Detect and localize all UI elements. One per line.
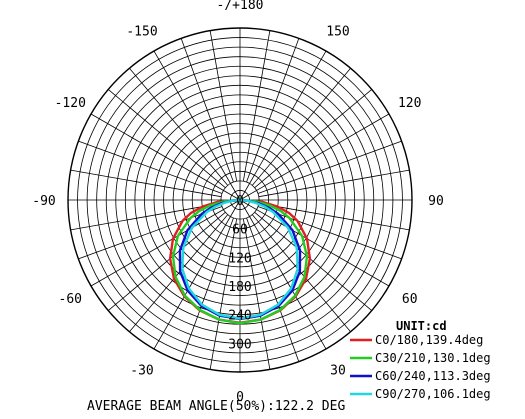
angle-tick-label: -120: [55, 96, 86, 111]
angle-tick-label: -150: [126, 24, 157, 39]
grid-spoke: [246, 217, 300, 362]
grid-spoke: [180, 217, 234, 362]
curve-c30: [171, 198, 309, 325]
intensity-curves: [168, 198, 312, 325]
grid-spoke: [78, 206, 223, 260]
grid-spoke: [239, 113, 390, 201]
angle-tick-label: -/+180: [217, 0, 264, 13]
radial-tick-label: 60: [232, 223, 248, 238]
grid-spoke: [90, 113, 241, 201]
grid-spoke: [246, 38, 300, 183]
angle-tick-label: 120: [398, 96, 421, 111]
radial-tick-label: 240: [228, 309, 251, 324]
radial-tick-labels: 0 60 120 180 240 300: [228, 194, 251, 352]
grid-spoke: [153, 50, 241, 201]
grid-spoke: [254, 89, 373, 189]
grid-spoke: [257, 206, 402, 260]
curve-c90: [181, 198, 299, 320]
angle-tick-label: 90: [428, 194, 444, 209]
grid-spoke: [254, 211, 373, 311]
angle-tick-label: -60: [59, 292, 82, 307]
grid-spoke: [129, 214, 229, 333]
grid-spoke: [209, 30, 238, 182]
grid-spoke: [180, 38, 234, 183]
angle-tick-labels: 0 30 -30 60 -60 90 -90 120 -120 150 -150 -/+180: [32, 0, 444, 405]
grid-spoke: [239, 199, 327, 350]
grid-spoke: [70, 169, 222, 198]
angle-tick-label: -90: [32, 194, 55, 209]
grid-spoke: [257, 140, 402, 194]
radial-tick-label: 180: [228, 280, 251, 295]
polar-grid: [67, 27, 413, 373]
legend: C0/180,139.4deg C30/210,130.1deg C60/240,1…: [350, 333, 491, 401]
legend-entry: C60/240,113.3deg: [375, 369, 491, 383]
unit-label: UNIT:cd: [396, 319, 447, 333]
grid-spoke: [239, 199, 390, 287]
grid-spoke: [209, 218, 238, 370]
angle-tick-label: 150: [326, 24, 349, 39]
radial-tick-label: 120: [228, 251, 251, 266]
grid-spoke: [251, 67, 351, 186]
legend-entry: C0/180,139.4deg: [375, 333, 483, 347]
legend-entry: C30/210,130.1deg: [375, 351, 491, 365]
grid-spoke: [239, 50, 327, 201]
angle-tick-label: -30: [130, 364, 153, 379]
grid-spoke: [242, 218, 271, 370]
grid-spoke: [90, 199, 241, 287]
grid-spoke: [258, 169, 410, 198]
grid-spoke: [78, 140, 223, 194]
grid-spoke: [153, 199, 241, 350]
beam-angle-footer: AVERAGE BEAM ANGLE(50%):122.2 DEG: [87, 399, 345, 414]
legend-entry: C90/270,106.1deg: [375, 387, 491, 401]
angle-tick-label: 60: [402, 292, 418, 307]
angle-tick-label: 30: [330, 364, 346, 379]
radial-tick-label: 300: [228, 337, 251, 352]
angle-tick-label: 0: [236, 390, 244, 405]
grid-spoke: [258, 202, 410, 231]
grid-spoke: [70, 202, 222, 231]
grid-spoke: [251, 214, 351, 333]
grid-spoke: [107, 89, 226, 189]
radial-tick-label: 0: [236, 194, 244, 209]
grid-spoke: [242, 30, 271, 182]
grid-spoke: [107, 211, 226, 311]
grid-spoke: [129, 67, 229, 186]
